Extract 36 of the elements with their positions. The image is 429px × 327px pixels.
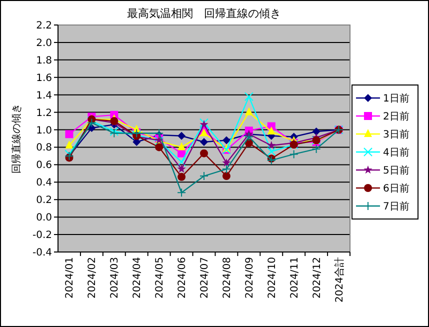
y-tick-label: 0.4 — [36, 178, 52, 189]
y-tick-label: 2.2 — [36, 20, 52, 32]
legend-label: 6日前 — [383, 182, 410, 194]
y-tick-label: 0.0 — [36, 212, 52, 224]
y-tick-label: 0.2 — [36, 195, 52, 206]
x-tick-label: 2024/07 — [200, 257, 210, 299]
y-tick-label: -0.4 — [32, 248, 52, 258]
y-tick-label: 0.6 — [36, 160, 52, 172]
y-tick-label: -0.2 — [32, 230, 52, 242]
x-tick-label: 2024/02 — [87, 257, 98, 299]
legend-label: 3日前 — [383, 128, 410, 140]
y-tick-label: 1.4 — [36, 90, 52, 102]
legend-label: 2日前 — [383, 110, 410, 122]
x-tick-label: 2024/09 — [244, 257, 256, 299]
legend-label: 7日前 — [383, 200, 410, 212]
legend-label: 4日前 — [383, 146, 410, 158]
x-tick-label: 2024合計 — [333, 257, 346, 302]
x-tick-label: 2024/10 — [266, 257, 278, 299]
y-tick-label: 0.8 — [36, 142, 52, 154]
chart-title: 最高気温相関 回帰直線の傾き — [127, 7, 281, 20]
y-tick-label: 1.2 — [36, 108, 52, 119]
y-tick-label: 2.0 — [36, 38, 52, 49]
legend-label: 5日前 — [383, 164, 410, 176]
y-tick-label: 1.8 — [36, 55, 52, 66]
x-tick-label: 2024/01 — [64, 257, 76, 299]
y-tick-label: 1.6 — [36, 72, 52, 84]
y-axis-title: 回帰直線の傾き — [10, 104, 22, 174]
x-tick-label: 2024/03 — [110, 257, 121, 299]
x-tick-label: 2024/12 — [312, 257, 323, 299]
x-tick-label: 2024/06 — [177, 257, 188, 299]
x-tick-label: 2024/11 — [289, 257, 300, 299]
x-tick-label: 2024/08 — [222, 257, 233, 299]
y-tick-label: 1.0 — [36, 125, 52, 136]
legend-label: 1日前 — [383, 92, 410, 104]
x-tick-label: 2024/04 — [132, 257, 144, 299]
x-tick-label: 2024/05 — [154, 257, 166, 299]
